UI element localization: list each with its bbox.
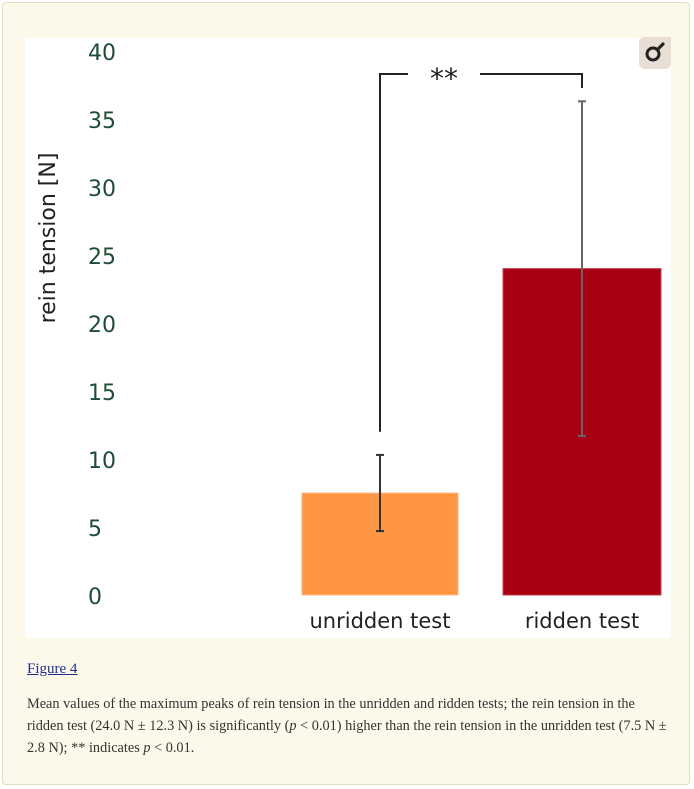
figure-caption: Mean values of the maximum peaks of rein… (27, 693, 667, 759)
y-tick-label: 10 (88, 449, 116, 474)
y-tick-label: 25 (88, 245, 116, 270)
caption-text: < 0.01. (150, 740, 195, 756)
significance-label: ** (430, 62, 458, 95)
y-tick-label: 35 (88, 109, 116, 134)
caption-p-italic: p (289, 718, 297, 734)
caption-p-italic: p (143, 740, 151, 756)
bar-chart: 0 5 10 15 20 25 30 35 40 rein tension [N] unridden… (36, 41, 662, 633)
chart-panel[interactable]: 0 5 10 15 20 25 30 35 40 rein tension [N] unridden… (25, 38, 671, 638)
x-category-label: ridden test (525, 609, 639, 633)
y-tick-label: 20 (88, 313, 116, 338)
x-category-label: unridden test (310, 609, 451, 633)
caption-text: Mean values of the maximum peaks of rein… (27, 696, 635, 734)
figure-link[interactable]: Figure 4 (27, 661, 78, 677)
caption-text: < 0.01) higher than the rein tension in … (27, 718, 667, 756)
y-axis-label: rein tension [N] (36, 153, 61, 324)
y-tick-label: 0 (88, 585, 102, 610)
zoom-button[interactable] (639, 37, 671, 69)
significance-bracket (480, 73, 583, 88)
y-tick-label: 5 (88, 517, 102, 542)
zoom-icon (645, 42, 665, 62)
y-tick-label: 15 (88, 381, 116, 406)
significance-bracket (379, 73, 408, 432)
y-tick-label: 40 (88, 41, 116, 66)
y-tick-label: 30 (88, 177, 116, 202)
